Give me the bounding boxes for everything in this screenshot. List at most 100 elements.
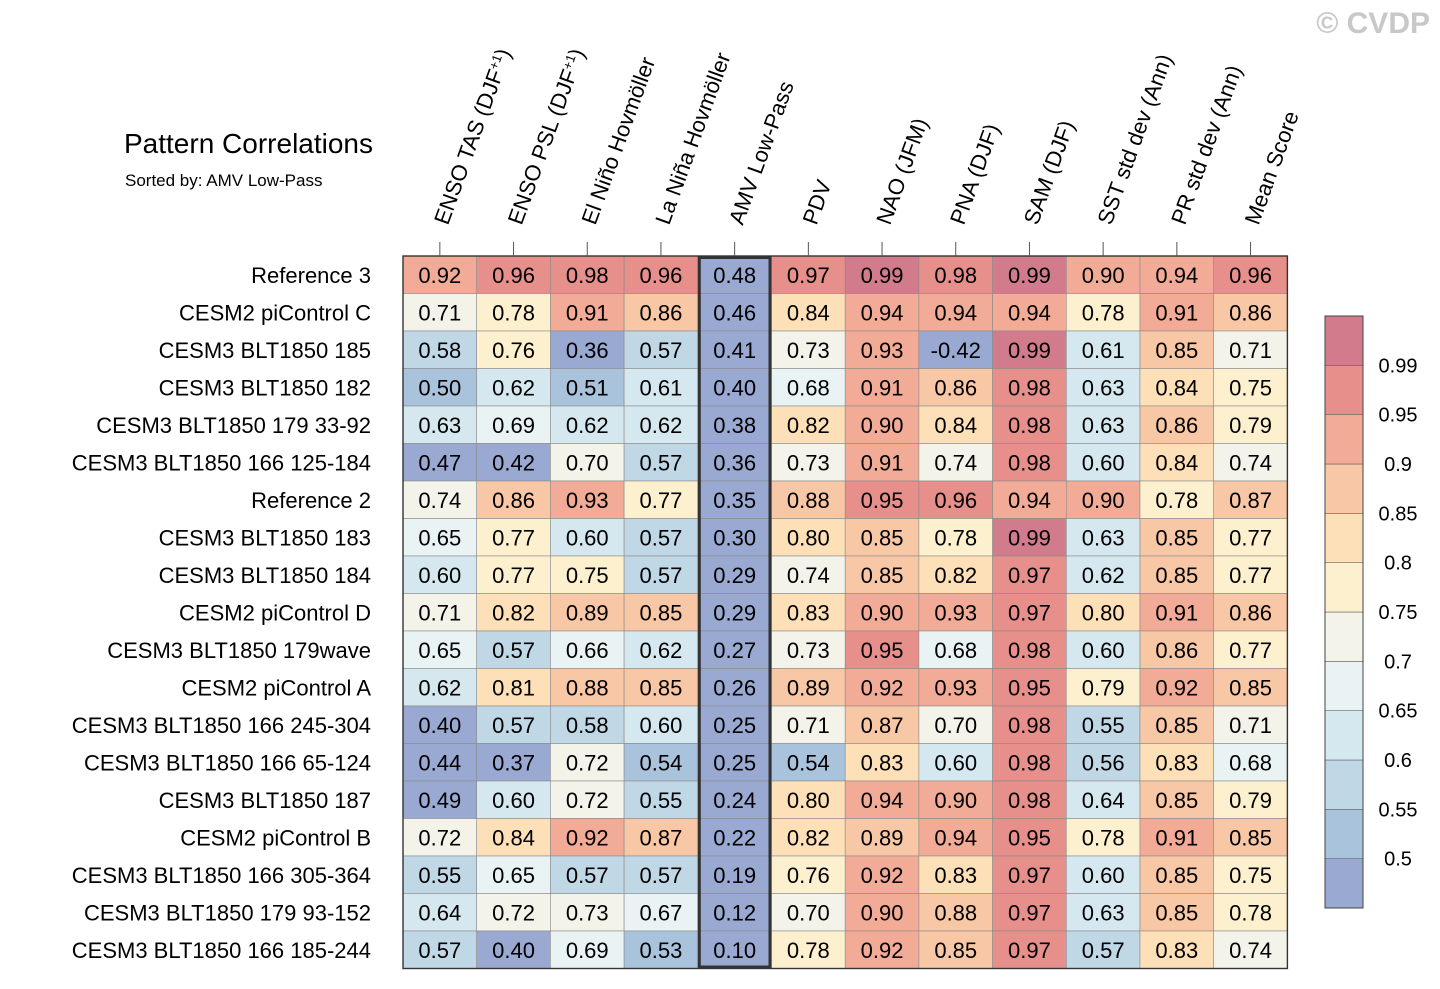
- column-header-label: NAO (JFM): [871, 115, 933, 228]
- heatmap-cell: [844, 593, 920, 632]
- cell-value-label: 0.76: [787, 863, 830, 888]
- cell-value-label: 0.91: [861, 450, 904, 475]
- cell-value-label: 0.78: [1082, 825, 1125, 850]
- row-label: CESM3 BLT1850 179 93-152: [84, 900, 371, 925]
- cell-value-label: 0.84: [1155, 450, 1198, 475]
- heatmap-cell: [550, 668, 625, 707]
- heatmap-cell: [1066, 255, 1141, 294]
- cell-value-label: 0.86: [934, 375, 977, 400]
- heatmap-cell: [402, 518, 477, 557]
- cell-value-label: 0.50: [418, 375, 461, 400]
- heatmap-cell: [402, 405, 477, 444]
- heatmap-cell: [623, 893, 699, 932]
- heatmap-cell: [771, 293, 846, 332]
- heatmap-border: [402, 255, 1289, 970]
- cell-value-label: 0.72: [418, 825, 461, 850]
- cell-value-label: 0.89: [787, 675, 830, 700]
- cell-value-label: 0.54: [787, 750, 830, 775]
- colorbar-tick-label: 0.95: [1379, 405, 1418, 427]
- cell-value-label: 0.74: [418, 488, 461, 513]
- cell-value-label: 0.86: [1155, 413, 1198, 438]
- colorbar-segment: [1324, 661, 1364, 711]
- row-label: CESM3 BLT1850 166 65-124: [84, 750, 371, 775]
- heatmap-cell: [476, 743, 551, 782]
- cell-value-label: 0.71: [787, 713, 830, 738]
- cell-value-label: 0.68: [934, 638, 977, 663]
- colorbar-tick-label: 0.55: [1379, 799, 1418, 821]
- heatmap-cell: [623, 630, 699, 669]
- row-label: CESM2 piControl A: [181, 675, 371, 700]
- colorbar-segment: [1324, 315, 1364, 366]
- row-label: CESM3 BLT1850 187: [159, 788, 371, 813]
- heatmap-cell: [697, 293, 772, 332]
- cell-value-label: 0.77: [1229, 525, 1272, 550]
- cell-value-label: -0.42: [931, 338, 981, 363]
- cell-value-label: 0.71: [1229, 713, 1272, 738]
- column-header-label: AMV Low-Pass: [724, 78, 799, 228]
- cell-value-label: 0.71: [418, 600, 461, 625]
- heatmap-cell: [771, 405, 846, 444]
- heatmap-cell: [476, 518, 551, 557]
- heatmap-cell: [476, 593, 551, 632]
- row-label: CESM3 BLT1850 182: [159, 375, 371, 400]
- cell-value-label: 0.84: [1155, 375, 1198, 400]
- heatmap-cell: [918, 780, 993, 819]
- heatmap-cell: [844, 630, 920, 669]
- cell-value-label: 0.57: [640, 338, 683, 363]
- colorbar-tick-label: 0.99: [1379, 355, 1418, 377]
- cell-value-label: 0.94: [934, 300, 977, 325]
- colorbar-segment: [1324, 463, 1364, 514]
- cell-value-label: 0.78: [1082, 300, 1125, 325]
- heatmap-cell: [623, 480, 699, 519]
- cell-value-label: 0.92: [1155, 675, 1198, 700]
- cell-value-label: 0.91: [1155, 825, 1198, 850]
- colorbar-tick-label: 0.9: [1384, 454, 1412, 476]
- cell-value-label: 0.40: [492, 938, 535, 963]
- heatmap-cell: [1213, 555, 1288, 594]
- cell-value-label: 0.90: [861, 900, 904, 925]
- cell-value-label: 0.77: [1229, 563, 1272, 588]
- cell-value-label: 0.92: [418, 263, 461, 288]
- cell-value-label: 0.77: [1229, 638, 1272, 663]
- cell-value-label: 0.98: [934, 263, 977, 288]
- cell-value-label: 0.82: [492, 600, 535, 625]
- heatmap-cell: [623, 518, 699, 557]
- heatmap-cell: [402, 705, 477, 744]
- cell-value-label: 0.92: [566, 825, 609, 850]
- cell-value-label: 0.70: [787, 900, 830, 925]
- row-label: CESM3 BLT1850 166 305-364: [72, 863, 371, 888]
- heatmap-cell: [1213, 255, 1288, 294]
- heatmap-cell: [402, 555, 477, 594]
- cell-value-label: 0.94: [1008, 488, 1051, 513]
- cell-value-label: 0.94: [1155, 263, 1198, 288]
- cell-value-label: 0.73: [787, 450, 830, 475]
- cell-value-label: 0.53: [640, 938, 683, 963]
- cell-value-label: 0.93: [566, 488, 609, 513]
- heatmap-cell: [550, 705, 625, 744]
- cell-value-label: 0.93: [934, 675, 977, 700]
- heatmap-cell: [771, 780, 846, 819]
- heatmap-cell: [844, 405, 920, 444]
- row-label: CESM3 BLT1850 183: [159, 525, 371, 550]
- watermark-text: © CVDP: [1316, 7, 1430, 40]
- heatmap-cells: 0.92 0.96 0.98 0.96 0.48 0.97 0.99 0.98 0.99 0.90…: [402, 255, 1288, 969]
- cell-value-label: 0.97: [1008, 600, 1051, 625]
- heatmap-cell: [1139, 668, 1214, 707]
- cell-value-label: 0.68: [787, 375, 830, 400]
- column-header-label: PDV: [798, 176, 837, 227]
- colorbar-segment: [1324, 759, 1364, 810]
- cell-value-label: 0.57: [418, 938, 461, 963]
- cell-value-label: 0.60: [640, 713, 683, 738]
- cell-value-label: 0.78: [1155, 488, 1198, 513]
- heatmap-cell: [1139, 818, 1214, 857]
- cell-value-label: 0.95: [861, 488, 904, 513]
- cell-value-label: 0.57: [640, 450, 683, 475]
- cell-value-label: 0.98: [1008, 375, 1051, 400]
- heatmap-cell: [771, 630, 846, 669]
- heatmap-cell: [992, 555, 1067, 594]
- cell-value-label: 0.98: [1008, 638, 1051, 663]
- cell-value-label: 0.75: [1229, 863, 1272, 888]
- cell-value-label: 0.77: [640, 488, 683, 513]
- cell-value-label: 0.63: [1082, 375, 1125, 400]
- cell-value-label: 0.54: [640, 750, 683, 775]
